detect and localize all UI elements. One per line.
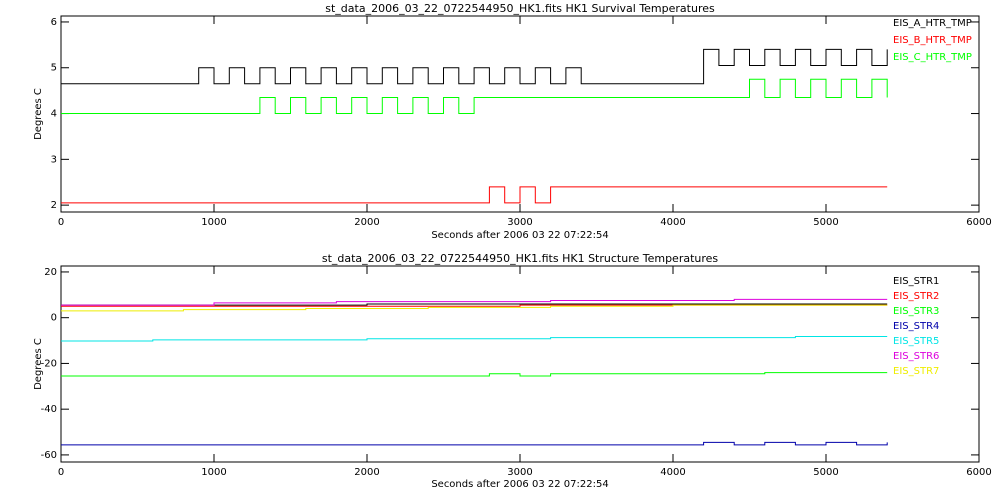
- y-tick-label: 0: [51, 313, 57, 324]
- x-tick-label: 4000: [660, 467, 685, 478]
- legend-entry: EIS_STR1: [893, 276, 939, 287]
- series-line: [61, 298, 888, 306]
- x-axis-label: Seconds after 2006 03 22 07:22:54: [431, 479, 608, 490]
- x-tick-label: 2000: [354, 467, 379, 478]
- x-tick-label: 4000: [660, 217, 685, 228]
- legend-entry: EIS_B_HTR_TMP: [893, 35, 972, 46]
- y-tick-label: 3: [51, 154, 57, 165]
- legend-entry: EIS_A_HTR_TMP: [893, 18, 972, 29]
- y-tick-label: 6: [51, 17, 57, 28]
- series-line: [61, 304, 888, 312]
- series-line: [61, 372, 888, 377]
- series-line: [61, 441, 888, 446]
- x-axis-label: Seconds after 2006 03 22 07:22:54: [431, 230, 608, 241]
- x-tick-label: 5000: [813, 217, 838, 228]
- legend-entry: EIS_STR5: [893, 336, 939, 347]
- legend-entry: EIS_STR4: [893, 321, 939, 332]
- x-tick-label: 5000: [813, 467, 838, 478]
- y-axis-label: Degrees C: [33, 88, 44, 140]
- chart-title: st_data_2006_03_22_0722544950_HK1.fits H…: [322, 252, 719, 265]
- x-tick-label: 1000: [201, 467, 226, 478]
- y-tick-label: 2: [51, 200, 57, 211]
- y-axis-label: Degrees C: [33, 338, 44, 390]
- x-tick-label: 2000: [354, 217, 379, 228]
- series-line: [61, 335, 888, 342]
- series-line: [61, 48, 888, 85]
- x-tick-label: 6000: [966, 217, 991, 228]
- y-tick-label: 5: [51, 63, 57, 74]
- legend-entry: EIS_STR3: [893, 306, 939, 317]
- y-tick-label: -20: [41, 358, 57, 369]
- series-line: [61, 78, 888, 115]
- y-tick-label: 20: [44, 267, 57, 278]
- x-tick-label: 6000: [966, 467, 991, 478]
- x-tick-label: 0: [58, 467, 64, 478]
- x-tick-label: 3000: [507, 467, 532, 478]
- legend-entry: EIS_C_HTR_TMP: [893, 52, 972, 63]
- legend-entry: EIS_STR7: [893, 366, 939, 377]
- legend-entry: EIS_STR6: [893, 351, 939, 362]
- series-line: [61, 186, 888, 204]
- y-tick-label: 4: [51, 109, 57, 120]
- x-tick-label: 1000: [201, 217, 226, 228]
- y-tick-label: -40: [41, 404, 57, 415]
- chart-title: st_data_2006_03_22_0722544950_HK1.fits H…: [325, 2, 715, 15]
- y-tick-label: -60: [41, 450, 57, 461]
- legend-entry: EIS_STR2: [893, 291, 939, 302]
- x-tick-label: 0: [58, 217, 64, 228]
- x-tick-label: 3000: [507, 217, 532, 228]
- plot-frame: [60, 265, 980, 463]
